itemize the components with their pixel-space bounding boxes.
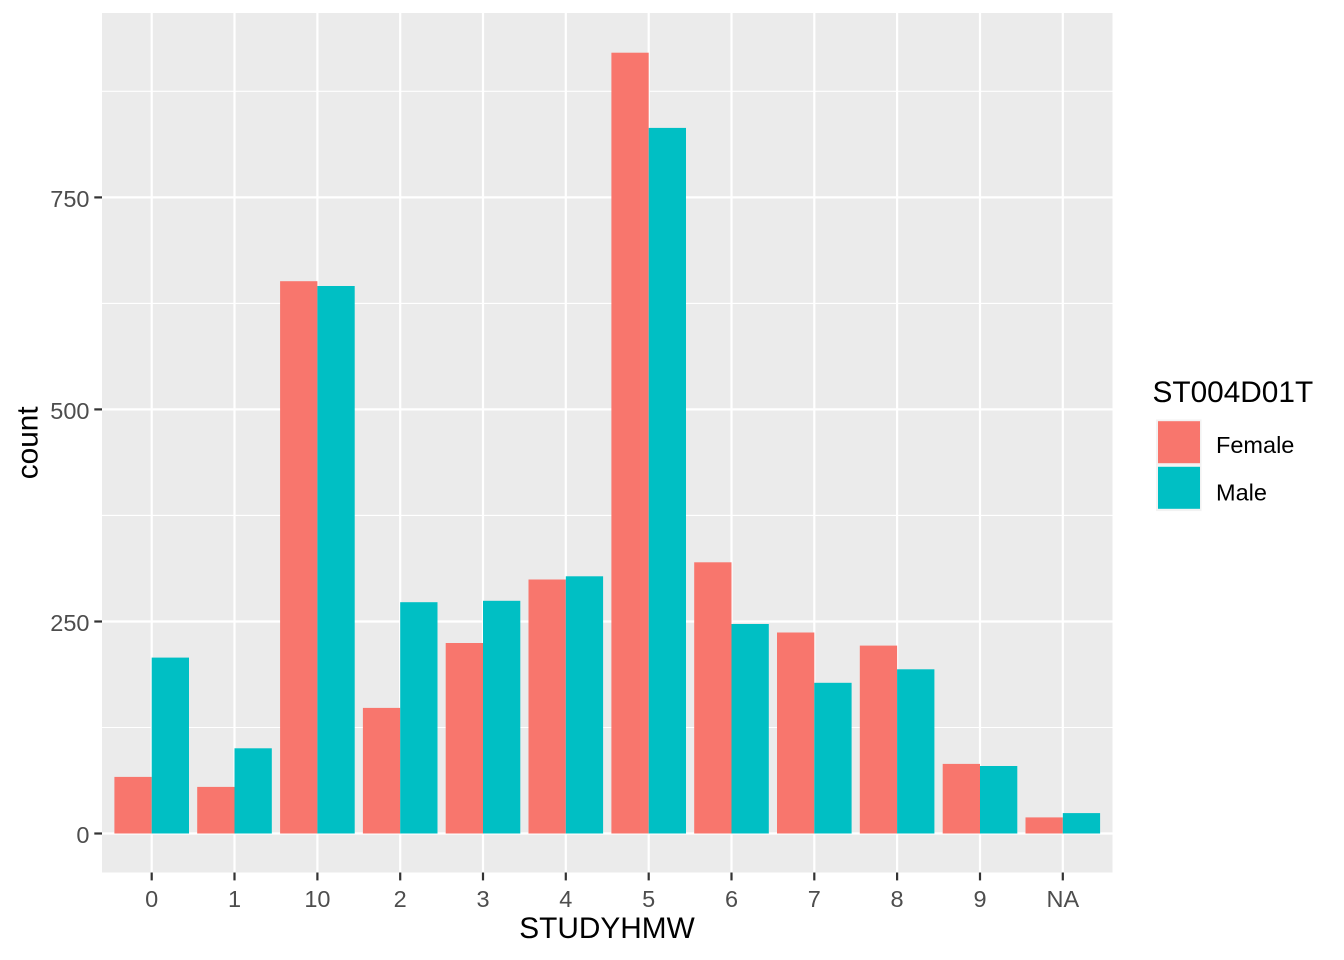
svg-text:ST004D01T: ST004D01T bbox=[1153, 376, 1314, 409]
svg-text:4: 4 bbox=[559, 886, 572, 912]
svg-text:5: 5 bbox=[642, 886, 655, 912]
svg-text:10: 10 bbox=[304, 886, 330, 912]
svg-text:750: 750 bbox=[50, 186, 89, 212]
svg-text:500: 500 bbox=[50, 398, 89, 424]
svg-text:2: 2 bbox=[394, 886, 407, 912]
svg-text:1: 1 bbox=[228, 886, 241, 912]
svg-text:250: 250 bbox=[50, 610, 89, 636]
svg-text:0: 0 bbox=[76, 822, 89, 848]
svg-text:NA: NA bbox=[1046, 886, 1079, 912]
svg-text:Female: Female bbox=[1216, 432, 1294, 458]
svg-text:7: 7 bbox=[808, 886, 821, 912]
svg-text:3: 3 bbox=[476, 886, 489, 912]
svg-text:9: 9 bbox=[973, 886, 986, 912]
svg-text:count: count bbox=[11, 406, 44, 480]
svg-text:STUDYHMW: STUDYHMW bbox=[519, 912, 695, 945]
svg-text:Male: Male bbox=[1216, 480, 1267, 506]
svg-text:8: 8 bbox=[891, 886, 904, 912]
svg-text:6: 6 bbox=[725, 886, 738, 912]
svg-text:0: 0 bbox=[145, 886, 158, 912]
